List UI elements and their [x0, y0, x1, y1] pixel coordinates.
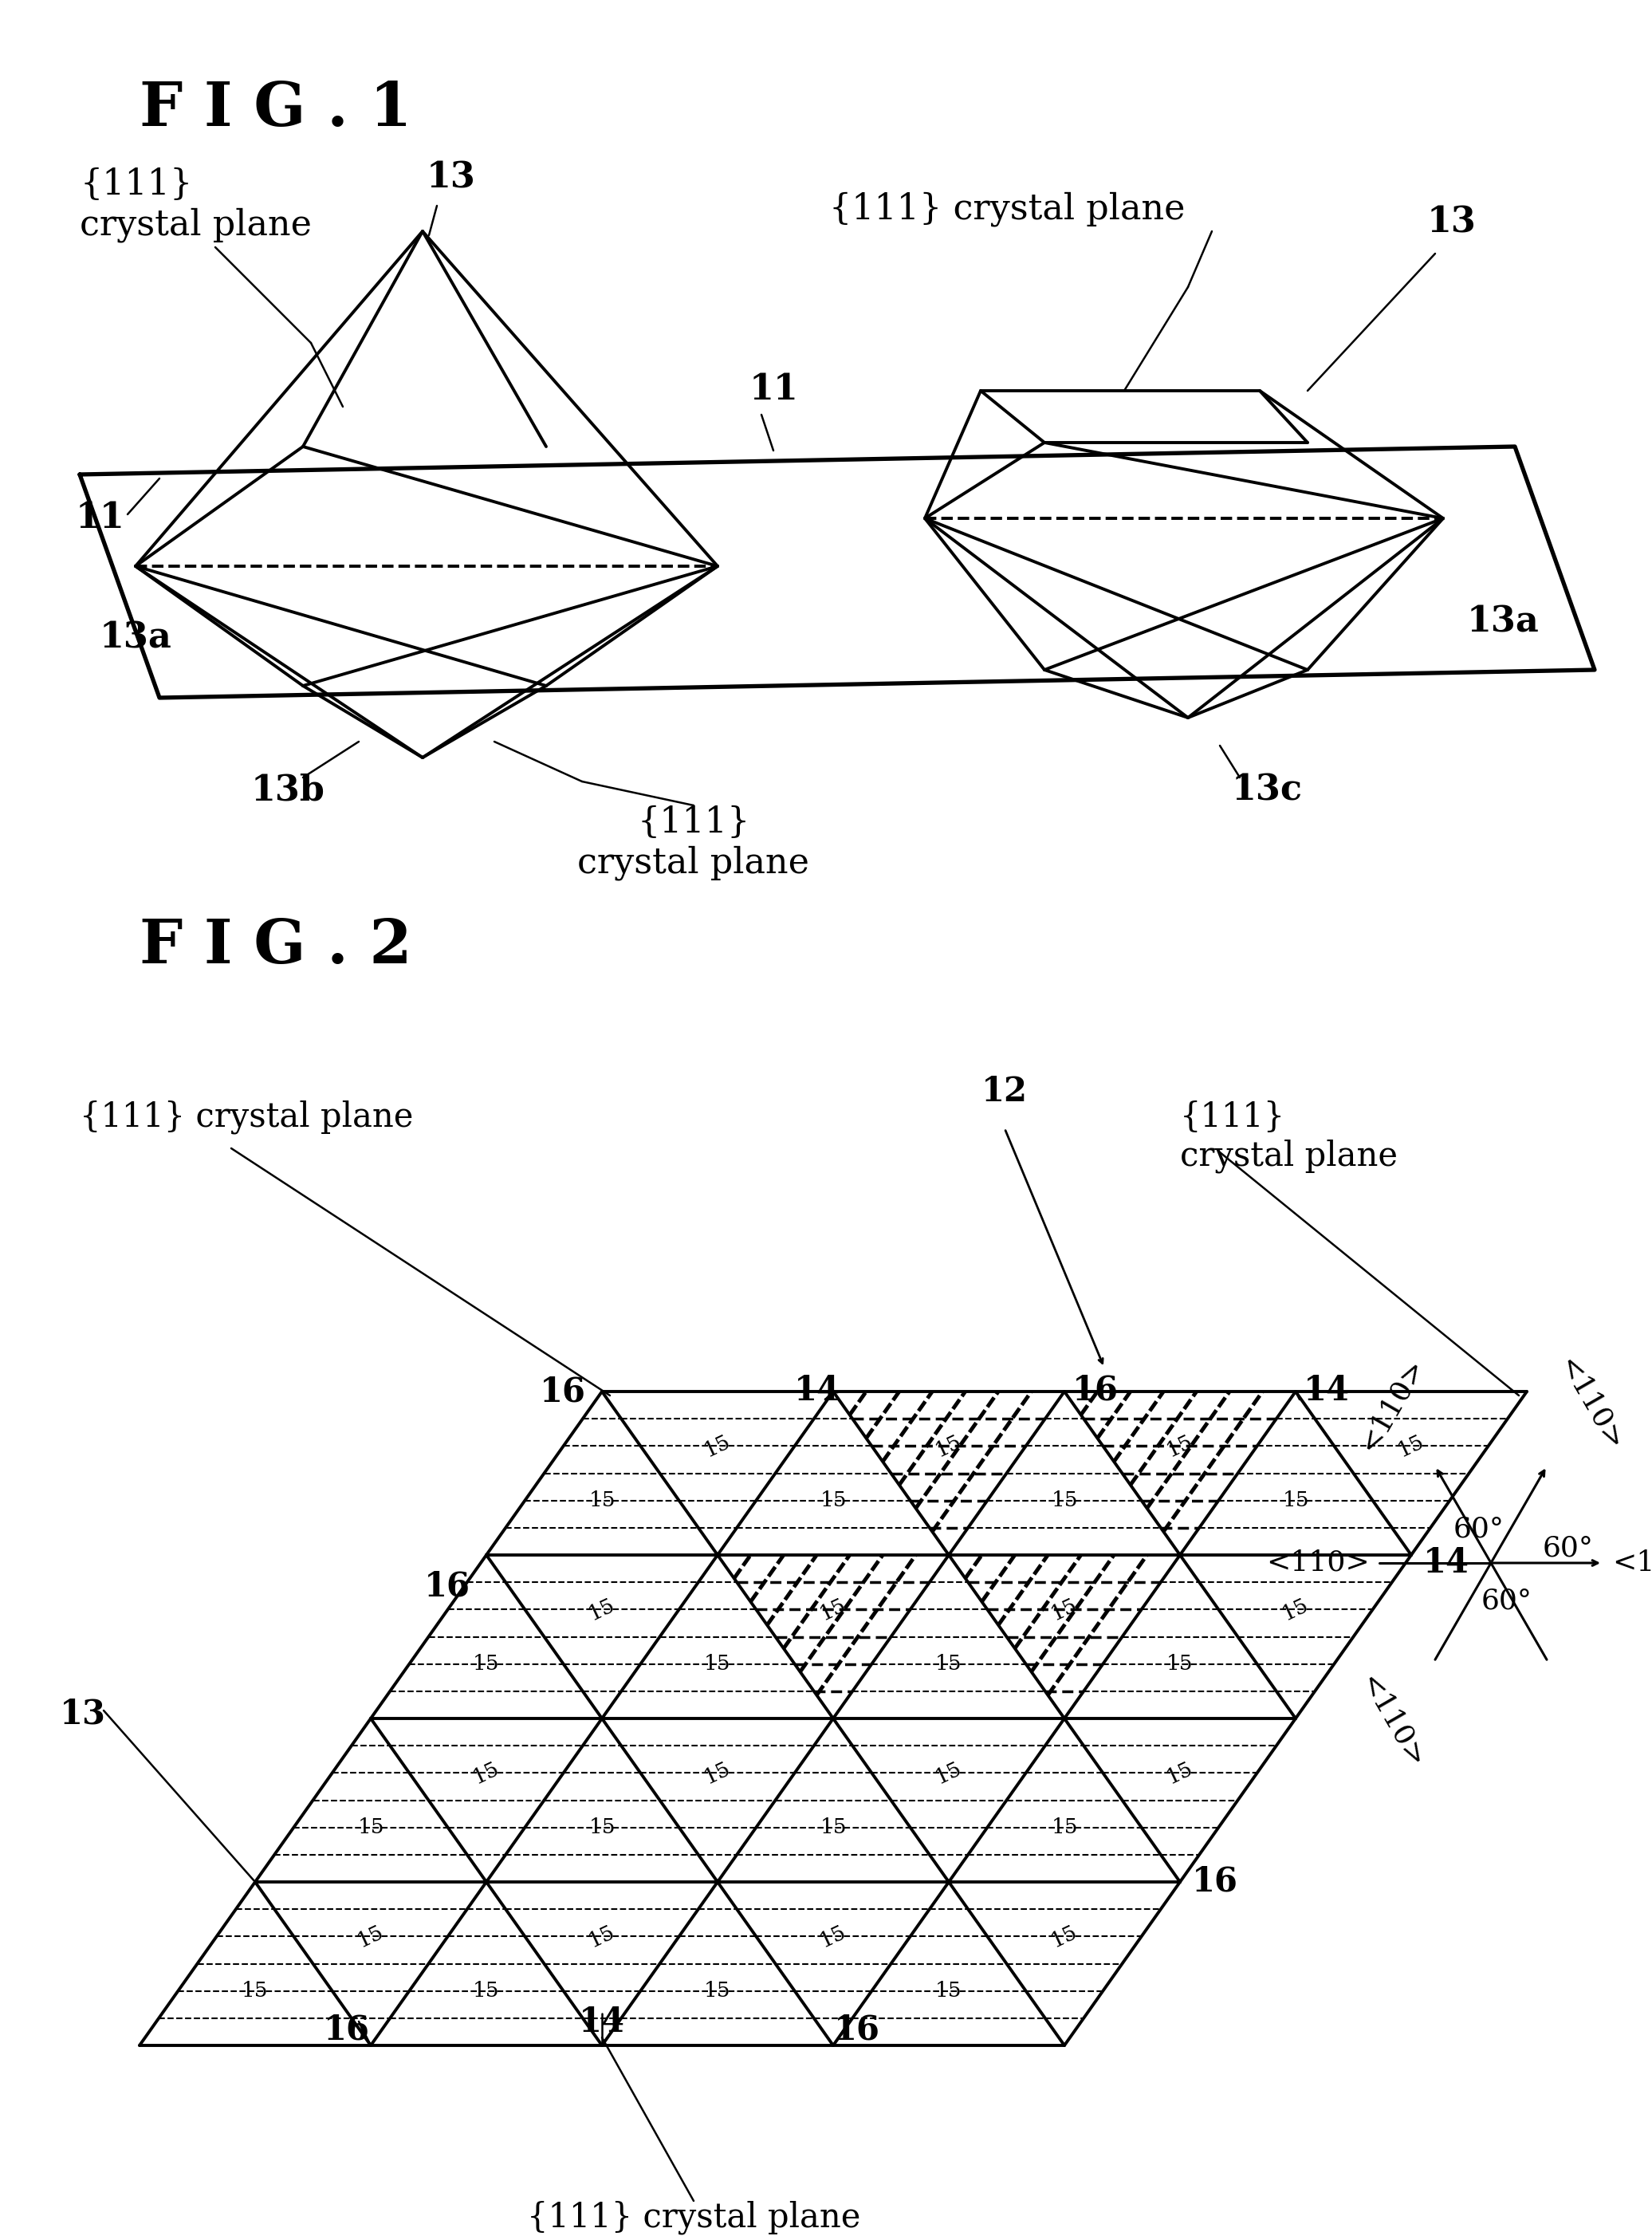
Text: 15: 15 — [585, 1594, 618, 1623]
Text: 15: 15 — [1047, 1921, 1080, 1952]
Text: {111}
crystal plane: {111} crystal plane — [578, 805, 809, 881]
Text: 16: 16 — [1193, 1865, 1239, 1898]
Text: 60°: 60° — [1543, 1536, 1594, 1563]
Text: 15: 15 — [1051, 1491, 1077, 1512]
Text: 15: 15 — [241, 1981, 269, 2001]
Text: 14: 14 — [1303, 1373, 1350, 1406]
Text: 13a: 13a — [1467, 606, 1540, 639]
Text: 16: 16 — [540, 1375, 586, 1409]
Text: 15: 15 — [472, 1655, 499, 1675]
Text: 16: 16 — [1072, 1373, 1118, 1406]
Text: {111} crystal plane: {111} crystal plane — [527, 2200, 861, 2234]
Text: 15: 15 — [355, 1921, 387, 1952]
Text: <110>: <110> — [1553, 1353, 1627, 1456]
Text: 60°: 60° — [1482, 1588, 1533, 1614]
Text: {111} crystal plane: {111} crystal plane — [829, 192, 1184, 226]
Text: F I G . 2: F I G . 2 — [139, 917, 411, 977]
Text: 15: 15 — [588, 1818, 615, 1838]
Text: <110>: <110> — [1355, 1353, 1429, 1456]
Text: 15: 15 — [819, 1491, 846, 1512]
Text: 16: 16 — [425, 1570, 471, 1603]
Text: 15: 15 — [700, 1757, 733, 1787]
Text: 14: 14 — [795, 1373, 841, 1406]
Text: 15: 15 — [585, 1921, 618, 1952]
Text: 15: 15 — [472, 1981, 499, 2001]
Text: <110>: <110> — [1355, 1670, 1429, 1773]
Text: 15: 15 — [471, 1757, 502, 1787]
Text: 15: 15 — [935, 1981, 961, 2001]
Text: 15: 15 — [1279, 1594, 1312, 1623]
Text: 15: 15 — [1163, 1757, 1196, 1787]
Text: 15: 15 — [1051, 1818, 1077, 1838]
Text: 13a: 13a — [99, 622, 172, 655]
Text: 13: 13 — [59, 1697, 106, 1731]
Text: {111} crystal plane: {111} crystal plane — [79, 1100, 413, 1134]
Text: 15: 15 — [704, 1981, 730, 2001]
Text: 14: 14 — [578, 2006, 624, 2039]
Text: 15: 15 — [935, 1655, 961, 1675]
Text: 16: 16 — [834, 2012, 881, 2046]
Text: 16: 16 — [324, 2012, 370, 2046]
Text: 15: 15 — [816, 1594, 849, 1623]
Text: 14: 14 — [1422, 1547, 1469, 1579]
Text: 15: 15 — [588, 1491, 615, 1512]
Text: 15: 15 — [1166, 1655, 1193, 1675]
Text: 15: 15 — [704, 1655, 730, 1675]
Text: 11: 11 — [76, 501, 126, 534]
Text: 15: 15 — [357, 1818, 385, 1838]
Text: 11: 11 — [750, 373, 798, 407]
Text: 15: 15 — [700, 1431, 733, 1460]
Text: 13b: 13b — [251, 774, 325, 807]
Text: 15: 15 — [816, 1921, 849, 1952]
Text: {111}
crystal plane: {111} crystal plane — [79, 168, 312, 241]
Text: 13: 13 — [426, 161, 476, 195]
Text: {111}
crystal plane: {111} crystal plane — [1180, 1100, 1398, 1174]
Text: 13: 13 — [1427, 206, 1477, 239]
Text: 15: 15 — [819, 1818, 846, 1838]
Text: 15: 15 — [932, 1757, 965, 1787]
Text: 15: 15 — [932, 1431, 965, 1460]
Text: 15: 15 — [1047, 1594, 1080, 1623]
Text: 12: 12 — [981, 1076, 1028, 1109]
Text: 13c: 13c — [1232, 774, 1303, 807]
Text: 60°: 60° — [1454, 1516, 1505, 1543]
Text: F I G . 1: F I G . 1 — [139, 80, 411, 139]
Text: 15: 15 — [1282, 1491, 1308, 1512]
Text: <110>: <110> — [1267, 1550, 1370, 1576]
Text: 15: 15 — [1394, 1431, 1427, 1460]
Text: <110>: <110> — [1612, 1550, 1652, 1576]
Text: 15: 15 — [1163, 1431, 1196, 1460]
